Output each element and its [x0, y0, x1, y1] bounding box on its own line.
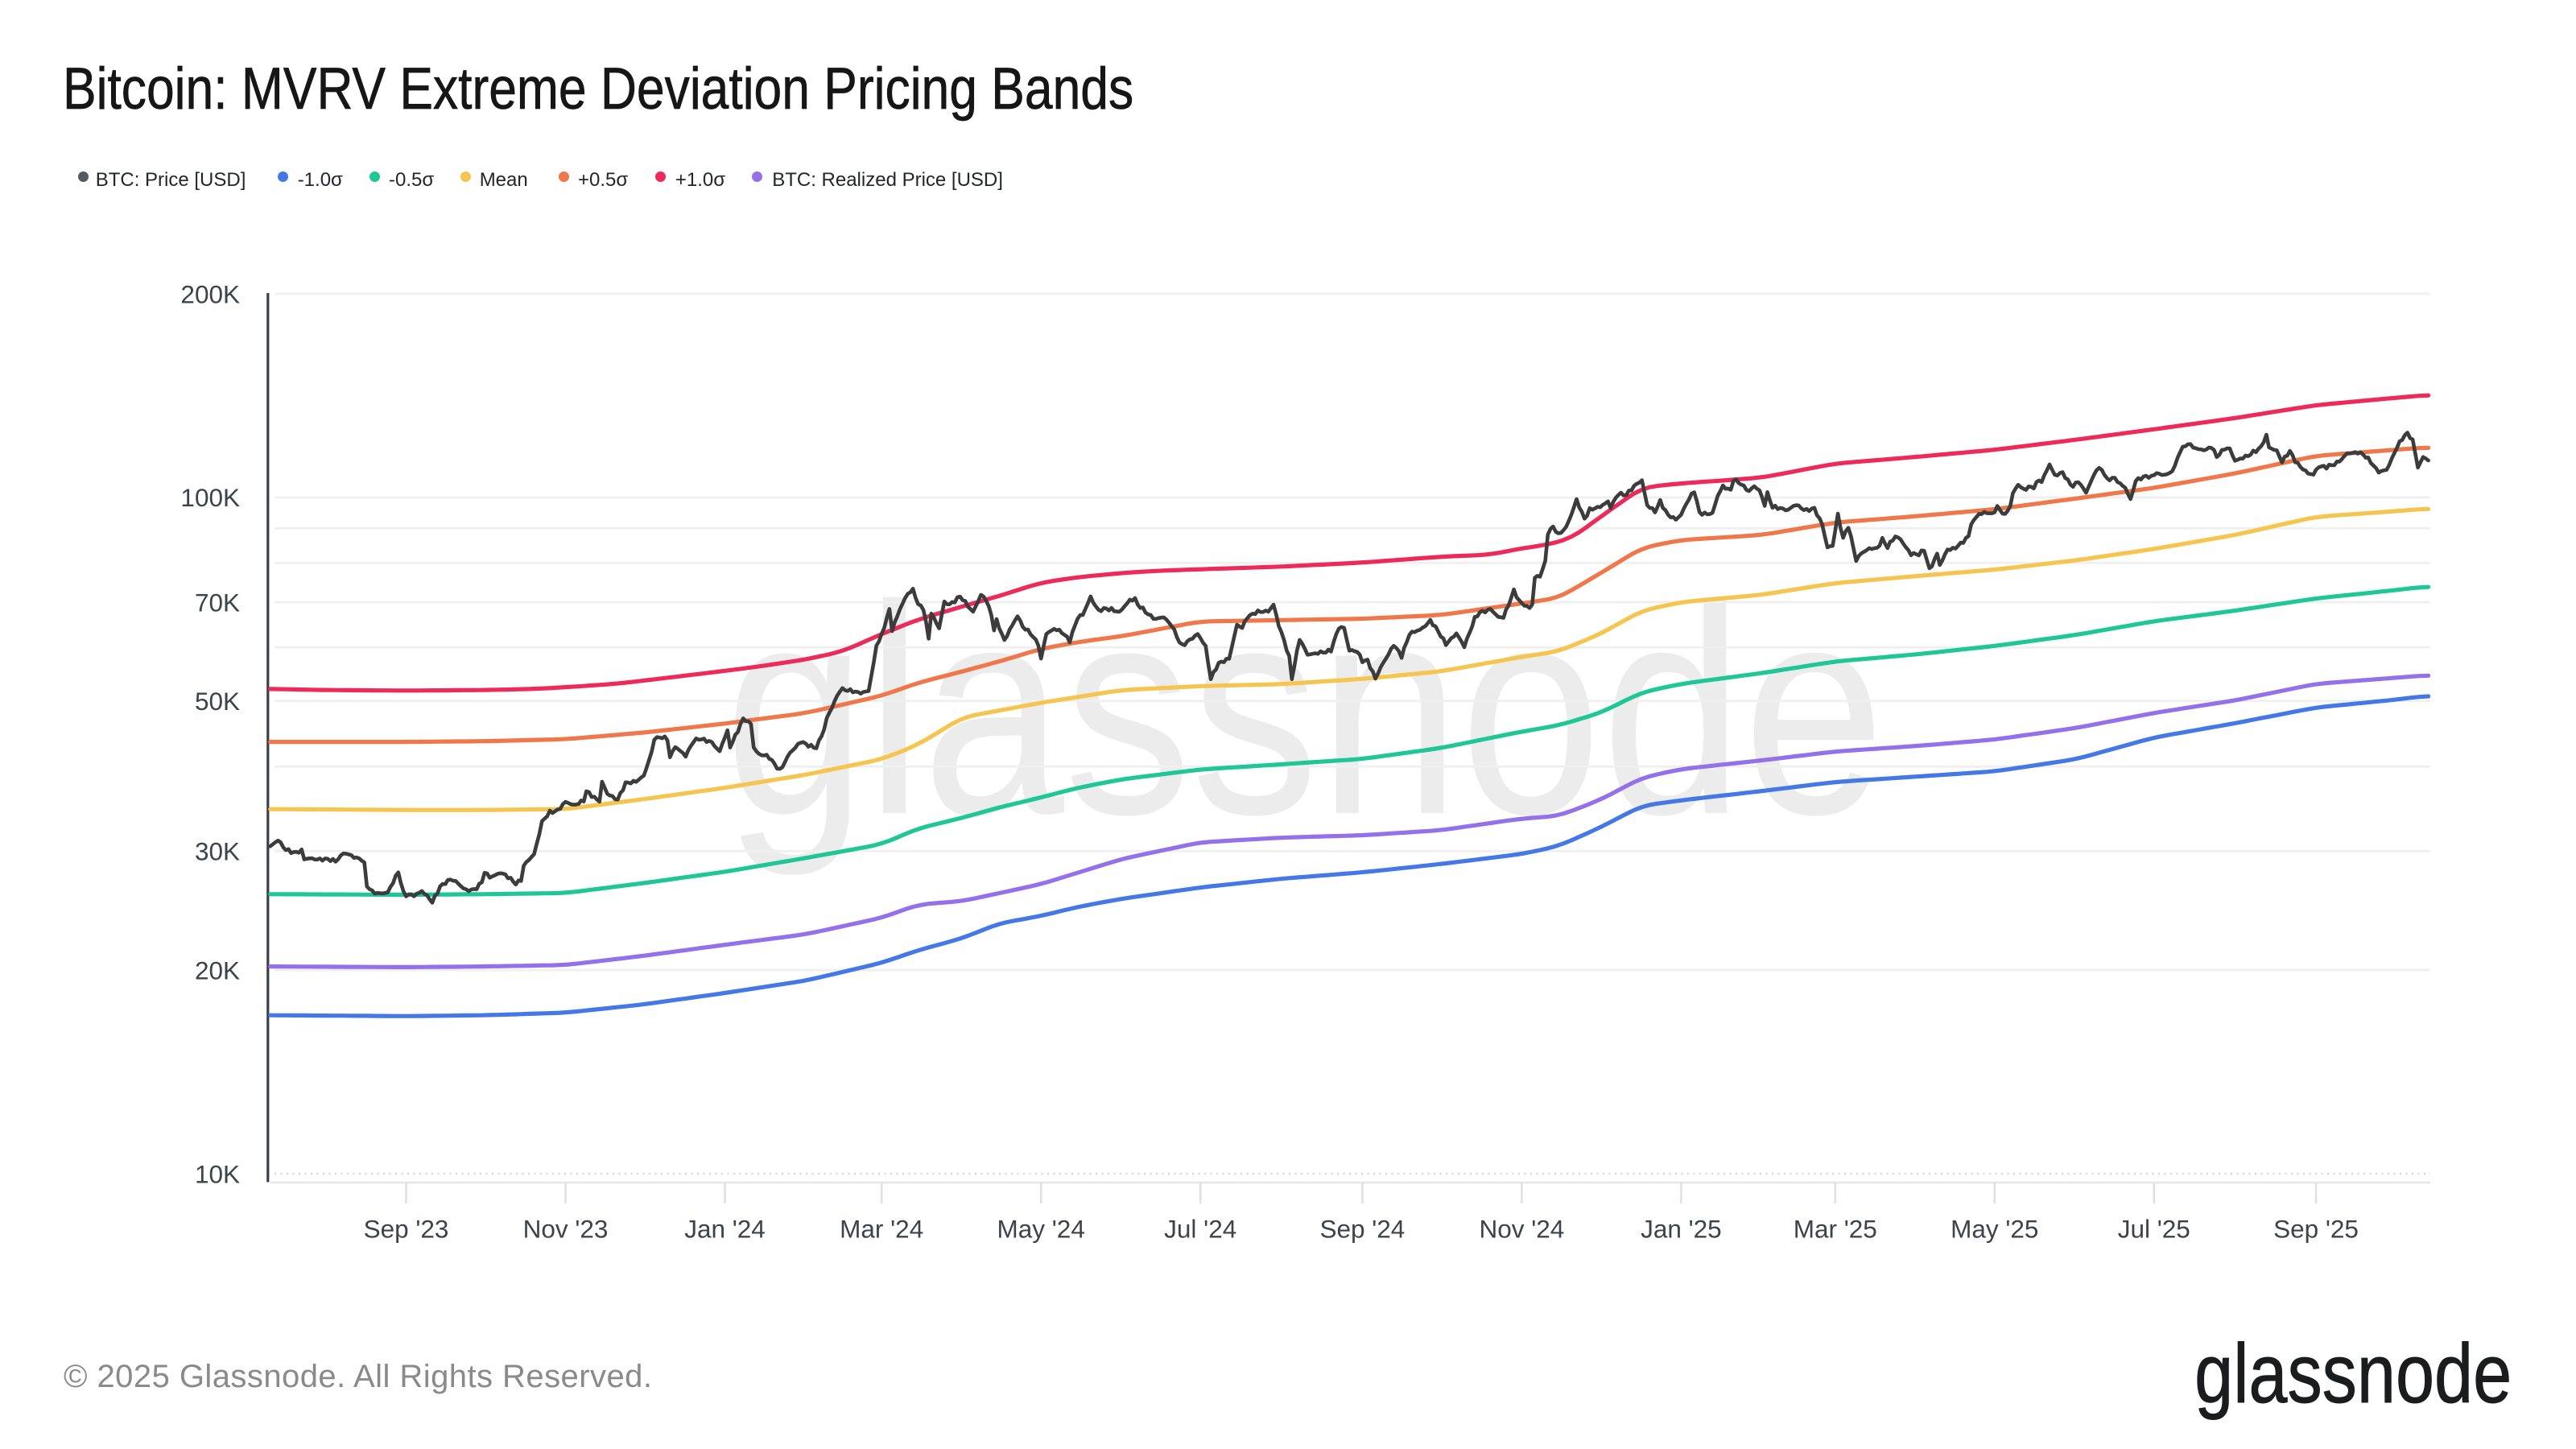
svg-text:Nov '23: Nov '23 [523, 1215, 609, 1244]
svg-text:100K: 100K [180, 483, 240, 512]
svg-text:Jan '24: Jan '24 [684, 1215, 766, 1244]
svg-text:May '24: May '24 [997, 1215, 1085, 1244]
svg-text:50K: 50K [195, 687, 240, 716]
svg-text:Jan '25: Jan '25 [1641, 1215, 1722, 1244]
svg-text:Mar '24: Mar '24 [840, 1215, 923, 1244]
svg-text:10K: 10K [195, 1159, 240, 1188]
svg-text:200K: 200K [180, 279, 240, 308]
svg-text:Jul '24: Jul '24 [1164, 1215, 1236, 1244]
svg-text:Sep '24: Sep '24 [1319, 1215, 1405, 1244]
svg-text:Sep '25: Sep '25 [2273, 1215, 2359, 1244]
svg-text:Mar '25: Mar '25 [1794, 1215, 1877, 1244]
svg-text:May '25: May '25 [1951, 1215, 2038, 1244]
svg-text:Jul '25: Jul '25 [2118, 1215, 2190, 1244]
svg-text:70K: 70K [195, 588, 240, 617]
svg-text:Nov '24: Nov '24 [1479, 1215, 1564, 1244]
svg-text:20K: 20K [195, 956, 240, 985]
svg-text:Sep '23: Sep '23 [364, 1215, 449, 1244]
svg-text:30K: 30K [195, 837, 240, 866]
